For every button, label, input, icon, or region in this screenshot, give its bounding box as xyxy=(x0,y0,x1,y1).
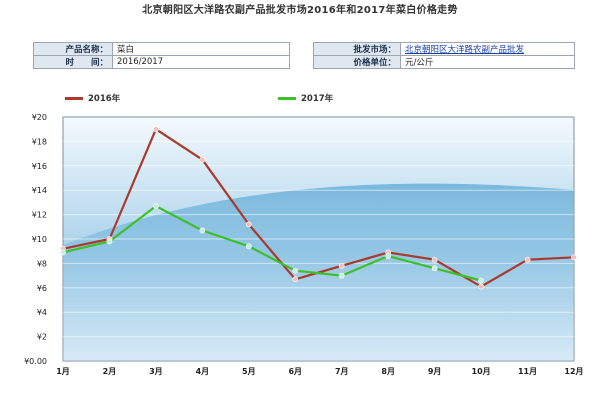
data-point[interactable] xyxy=(199,156,206,163)
data-point[interactable] xyxy=(153,203,159,209)
x-tick-label: 7月 xyxy=(335,367,349,376)
data-point[interactable] xyxy=(338,272,345,279)
y-tick-label: ¥8 xyxy=(37,259,47,268)
y-tick-label: ¥14 xyxy=(32,186,47,195)
legend-2017-label: 2017年 xyxy=(301,94,334,104)
data-point[interactable] xyxy=(524,256,531,263)
x-tick-label: 1月 xyxy=(56,367,70,376)
data-point[interactable] xyxy=(478,283,484,290)
x-tick-label: 3月 xyxy=(149,367,163,376)
series-line-2017年 xyxy=(62,205,482,282)
data-point[interactable] xyxy=(385,253,392,259)
y-tick-label: ¥2 xyxy=(37,333,47,342)
x-tick-label: 9月 xyxy=(428,367,442,376)
legend-2017-swatch xyxy=(278,97,296,100)
x-tick-label: 4月 xyxy=(196,367,210,376)
legend-2016-swatch xyxy=(65,97,83,100)
chart-title: 北京朝阳区大洋路农副产品批发市场2016年和2017年菜白价格走势 xyxy=(142,5,458,16)
data-point[interactable] xyxy=(338,262,345,269)
legend-2017: 2017年 xyxy=(278,92,333,104)
y-tick-label: ¥16 xyxy=(32,162,47,171)
x-tick-label: 2月 xyxy=(103,367,117,376)
price-unit-value: 元/公斤 xyxy=(400,55,575,69)
market-value-link[interactable]: 北京朝阳区大洋路农副产品批发 xyxy=(400,42,575,56)
x-tick-label: 12月 xyxy=(564,367,583,376)
data-point[interactable] xyxy=(245,243,252,250)
x-tick-label: 5月 xyxy=(242,367,256,376)
y-tick-label: ¥12 xyxy=(32,211,47,220)
price-unit-label: 价格单位： xyxy=(313,55,401,69)
data-point[interactable] xyxy=(292,276,299,283)
data-point[interactable] xyxy=(571,254,577,261)
data-point[interactable] xyxy=(245,221,252,228)
x-tick-label: 10月 xyxy=(472,367,491,376)
product-info-table: 产品名称： 菜白 时 间： 2016/2017 xyxy=(33,42,290,69)
y-tick-label: ¥10 xyxy=(32,235,47,244)
y-tick-label: ¥4 xyxy=(37,308,47,317)
y-tick-label: ¥6 xyxy=(37,284,47,293)
legend-2016-label: 2016年 xyxy=(88,94,121,104)
data-point[interactable] xyxy=(292,267,299,274)
time-value: 2016/2017 xyxy=(112,55,290,69)
y-tick-label: ¥20 xyxy=(32,113,47,122)
data-point[interactable] xyxy=(60,249,66,256)
data-point[interactable] xyxy=(199,227,206,234)
data-point[interactable] xyxy=(478,277,484,284)
legend-2016: 2016年 xyxy=(65,92,120,104)
market-info-table: 批发市场： 北京朝阳区大洋路农副产品批发 价格单位： 元/公斤 xyxy=(313,42,575,69)
data-point[interactable] xyxy=(106,238,113,245)
x-tick-label: 8月 xyxy=(381,367,395,376)
y-tick-label: ¥18 xyxy=(32,137,47,146)
x-tick-label: 6月 xyxy=(288,367,302,376)
x-tick-label: 11月 xyxy=(518,367,537,376)
data-point[interactable] xyxy=(153,126,159,133)
product-name-label: 产品名称： xyxy=(33,42,113,56)
y-tick-label: ¥0.00 xyxy=(24,357,47,366)
product-name-value: 菜白 xyxy=(112,42,290,56)
data-point[interactable] xyxy=(431,256,438,263)
data-point[interactable] xyxy=(431,265,438,272)
